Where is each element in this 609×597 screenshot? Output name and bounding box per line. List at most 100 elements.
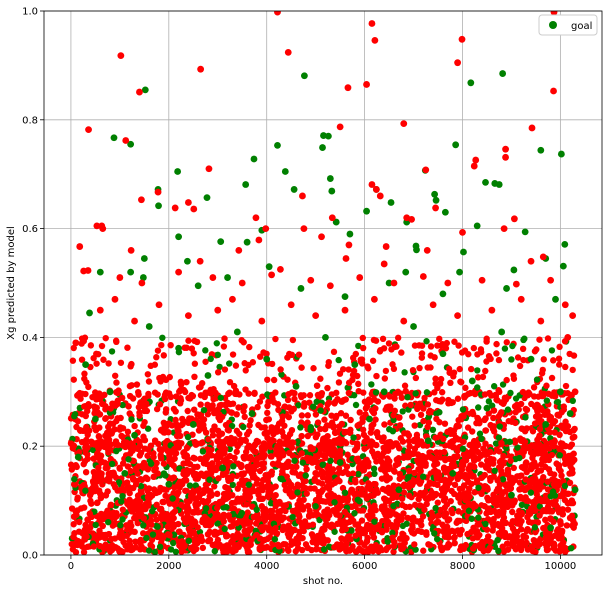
- no-goal-point: [261, 424, 269, 431]
- no-goal-point: [196, 422, 203, 429]
- goal-point: [533, 376, 541, 383]
- no-goal-point: [321, 435, 329, 442]
- no-goal-point: [293, 463, 300, 471]
- no-goal-point: [490, 507, 498, 515]
- goal-point: [412, 546, 419, 553]
- no-goal-point: [216, 438, 223, 445]
- no-goal-point: [312, 433, 320, 441]
- no-goal-point: [97, 457, 105, 464]
- no-goal-point: [89, 393, 96, 401]
- goal-point: [328, 187, 336, 195]
- no-goal-point: [453, 422, 461, 429]
- no-goal-point: [311, 485, 318, 492]
- no-goal-point: [76, 243, 84, 250]
- goal-point: [432, 196, 440, 204]
- goal-point: [351, 361, 359, 368]
- no-goal-point: [325, 450, 332, 457]
- no-goal-point: [530, 451, 538, 458]
- no-goal-point: [253, 458, 260, 465]
- no-goal-point: [464, 424, 472, 431]
- no-goal-point: [276, 455, 283, 462]
- no-goal-point: [223, 542, 231, 549]
- no-goal-point: [470, 437, 478, 445]
- no-goal-point: [514, 473, 521, 480]
- no-goal-point: [504, 503, 511, 511]
- no-goal-point: [93, 222, 101, 230]
- no-goal-point: [136, 509, 143, 517]
- no-goal-point: [288, 351, 296, 359]
- no-goal-point: [547, 469, 554, 477]
- no-goal-point: [299, 192, 306, 200]
- no-goal-point: [275, 508, 282, 515]
- no-goal-point: [182, 518, 189, 525]
- no-goal-point: [564, 506, 572, 513]
- no-goal-point: [177, 422, 185, 429]
- no-goal-point: [511, 528, 518, 535]
- no-goal-point: [325, 399, 333, 406]
- no-goal-point: [82, 521, 89, 529]
- no-goal-point: [264, 376, 271, 383]
- goal-point: [520, 336, 527, 344]
- goal-point: [165, 480, 173, 488]
- no-goal-point: [422, 462, 429, 469]
- no-goal-point: [365, 480, 372, 487]
- no-goal-point: [216, 416, 224, 424]
- no-goal-point: [298, 364, 305, 371]
- no-goal-point: [398, 495, 406, 502]
- no-goal-point: [214, 427, 222, 434]
- no-goal-point: [180, 448, 188, 456]
- no-goal-point: [282, 541, 289, 548]
- no-goal-point: [268, 424, 275, 431]
- no-goal-point: [242, 367, 249, 374]
- no-goal-point: [380, 345, 388, 352]
- no-goal-point: [128, 382, 135, 389]
- no-goal-point: [460, 413, 467, 420]
- no-goal-point: [127, 246, 135, 254]
- goal-point: [549, 488, 557, 495]
- goal-point: [155, 202, 162, 210]
- no-goal-point: [111, 372, 119, 379]
- no-goal-point: [102, 414, 110, 422]
- no-goal-point: [563, 522, 571, 529]
- goal-point: [302, 472, 309, 479]
- no-goal-point: [241, 360, 248, 367]
- no-goal-point: [134, 492, 142, 499]
- no-goal-point: [349, 470, 357, 477]
- no-goal-point: [424, 401, 432, 408]
- no-goal-point: [494, 512, 502, 519]
- goal-point: [121, 470, 129, 477]
- goal-point: [399, 408, 406, 415]
- no-goal-point: [454, 518, 461, 526]
- no-goal-point: [432, 375, 439, 382]
- goal-point: [106, 388, 114, 396]
- goal-point: [547, 524, 555, 532]
- no-goal-point: [426, 493, 433, 501]
- goal-point: [488, 402, 496, 409]
- no-goal-point: [298, 546, 306, 554]
- no-goal-point: [562, 363, 569, 371]
- no-goal-point: [341, 429, 348, 436]
- no-goal-point: [381, 375, 389, 382]
- no-goal-point: [344, 451, 351, 458]
- goal-point: [372, 389, 380, 396]
- goal-point: [175, 344, 183, 352]
- no-goal-point: [483, 510, 490, 517]
- no-goal-point: [416, 364, 423, 372]
- no-goal-point: [512, 408, 519, 416]
- no-goal-point: [558, 491, 566, 499]
- no-goal-point: [372, 416, 379, 423]
- no-goal-point: [519, 388, 527, 396]
- goal-point: [390, 416, 397, 424]
- no-goal-point: [80, 504, 88, 511]
- no-goal-point: [266, 471, 273, 478]
- goal-point: [301, 72, 308, 80]
- no-goal-point: [111, 295, 119, 303]
- no-goal-point: [315, 511, 322, 519]
- no-goal-point: [92, 406, 99, 414]
- no-goal-point: [186, 497, 193, 505]
- no-goal-point: [516, 486, 523, 493]
- no-goal-point: [486, 496, 493, 503]
- no-goal-point: [502, 488, 509, 495]
- no-goal-point: [548, 374, 556, 382]
- goal-point: [189, 421, 197, 428]
